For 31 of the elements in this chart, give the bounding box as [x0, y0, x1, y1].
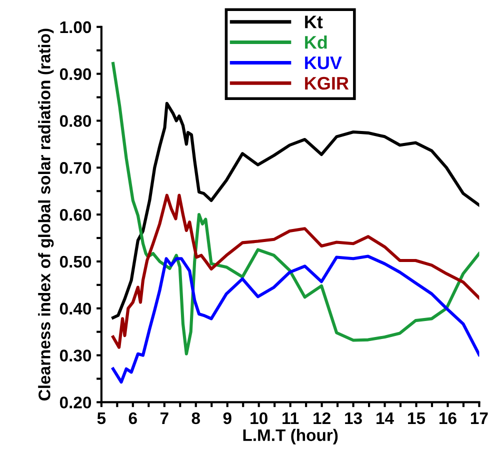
x-tick-label: 17: [471, 412, 488, 424]
y-tick-label: 0.60: [60, 208, 92, 221]
x-tick-label: 13: [345, 412, 362, 424]
y-tick-label: 0.40: [60, 302, 92, 315]
y-axis-title: Clearness index of global solar radiation (ratio): [38, 28, 54, 400]
legend-label: KUV: [305, 56, 342, 70]
x-tick-label: 11: [282, 412, 299, 424]
x-tick-label: 12: [314, 412, 330, 424]
line-series: [112, 102, 480, 320]
x-tick-label: 15: [408, 412, 426, 424]
x-tick-label: 16: [440, 412, 456, 424]
line-series: [112, 254, 480, 384]
x-tick-label: 9: [223, 412, 232, 424]
y-tick-label: 0.20: [60, 396, 92, 408]
x-tick-label: 14: [376, 412, 394, 424]
y-tick-label: 0.50: [60, 256, 92, 268]
x-tick-label: 5: [97, 412, 106, 424]
y-tick-label: 0.90: [60, 68, 92, 80]
x-tick-label: 8: [192, 412, 200, 424]
x-tick-label: 10: [250, 412, 268, 424]
x-tick-label: 6: [128, 412, 137, 424]
legend-label: Kt: [305, 16, 323, 28]
x-tick-label: 7: [160, 412, 168, 424]
legend-label: KGIR: [305, 76, 349, 90]
y-tick-label: 0.30: [60, 350, 92, 362]
y-tick-label: 0.70: [60, 162, 92, 174]
line-series: [112, 194, 480, 349]
x-axis-title: L.M.T (hour): [243, 428, 338, 444]
y-tick-label: 1.00: [60, 21, 92, 34]
legend-label: Kd: [305, 36, 327, 49]
y-tick-label: 0.80: [60, 115, 92, 127]
